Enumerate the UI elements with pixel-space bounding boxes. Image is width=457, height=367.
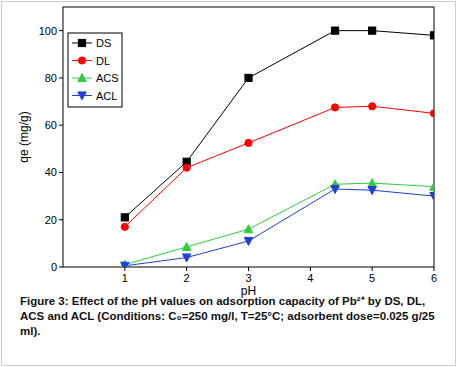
data-point: [368, 187, 376, 195]
x-tick-label: 3: [245, 272, 251, 284]
x-tick-label: 4: [307, 272, 313, 284]
series-line: [125, 106, 434, 227]
data-point: [121, 214, 128, 221]
y-tick: [59, 267, 63, 268]
legend-marker: [78, 74, 86, 82]
y-tick-label: 20: [45, 214, 57, 226]
y-tick-label: 80: [45, 72, 57, 84]
data-point: [245, 139, 252, 146]
data-point: [430, 182, 434, 190]
series-line: [125, 189, 434, 266]
legend-marker: [78, 39, 85, 46]
legend-label: DL: [96, 55, 110, 67]
x-tick: [372, 267, 373, 271]
caption: Figure 3: Effect of the pH values on ads…: [20, 294, 440, 339]
data-point: [331, 104, 338, 111]
data-point: [121, 223, 128, 230]
x-tick-label: 2: [184, 272, 190, 284]
plot-frame: [63, 7, 434, 267]
data-point: [244, 237, 252, 245]
data-point: [331, 185, 339, 193]
y-tick-label: 100: [39, 25, 57, 37]
x-tick-label: 5: [369, 272, 375, 284]
data-point: [121, 262, 129, 267]
x-tick: [310, 267, 311, 271]
plot-data: [121, 27, 434, 267]
y-tick-label: 40: [45, 166, 57, 178]
data-point: [430, 110, 434, 117]
x-tick: [248, 267, 249, 271]
data-point: [182, 254, 190, 262]
y-tick-label: 60: [45, 119, 57, 131]
y-axis-label: qe (mg/g): [17, 111, 31, 162]
y-tick: [59, 219, 63, 220]
legend-marker: [78, 92, 86, 100]
x-tick: [434, 267, 435, 271]
y-tick: [59, 77, 63, 78]
data-point: [368, 179, 376, 187]
data-point: [331, 27, 338, 34]
legend-label: DS: [96, 37, 111, 49]
data-point: [430, 32, 434, 39]
data-point: [430, 192, 434, 200]
legend: DS DL ACS ACL: [68, 33, 122, 107]
data-point: [182, 243, 190, 251]
x-tick: [186, 267, 187, 271]
data-point: [244, 225, 252, 233]
legend-box: [68, 33, 122, 107]
y-tick: [59, 30, 63, 31]
y-tick: [59, 125, 63, 126]
legend-label: ACS: [96, 72, 119, 84]
legend-marker: [78, 57, 85, 64]
x-tick-label: 1: [122, 272, 128, 284]
x-tick-label: 6: [431, 272, 437, 284]
data-point: [183, 164, 190, 171]
data-point: [245, 74, 252, 81]
series-line: [125, 31, 434, 218]
legend-label: ACL: [96, 90, 117, 102]
series-line: [125, 183, 434, 265]
y-tick: [59, 172, 63, 173]
data-point: [369, 103, 376, 110]
x-tick: [124, 267, 125, 271]
caption-text: Effect of the pH values on adsorption ca…: [20, 295, 435, 337]
y-tick-label: 0: [51, 261, 57, 273]
data-point: [369, 27, 376, 34]
caption-label: Figure 3:: [20, 295, 69, 307]
